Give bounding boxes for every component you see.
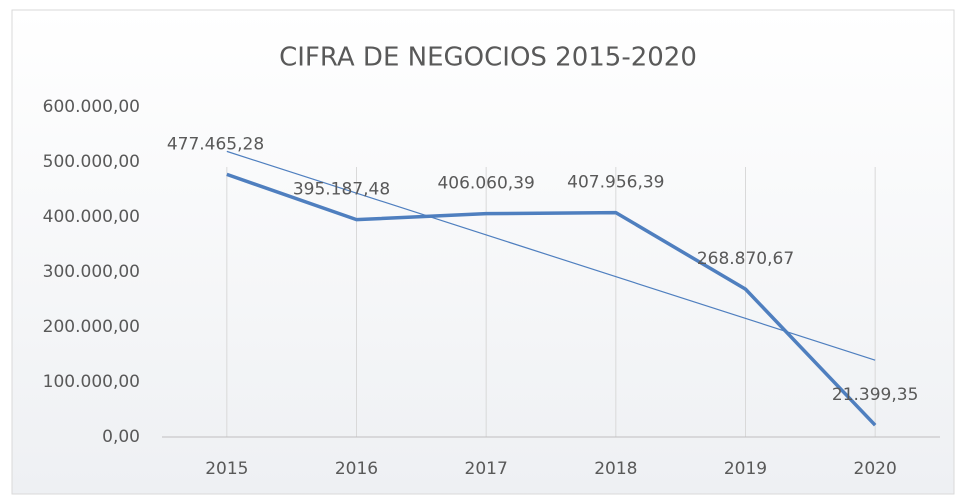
data-label: 406.060,39 bbox=[437, 174, 534, 194]
x-tick-label: 2018 bbox=[594, 459, 637, 479]
data-line bbox=[226, 172, 877, 427]
chart-frame bbox=[11, 9, 955, 495]
x-tick-label: 2019 bbox=[724, 459, 767, 479]
x-tick-label: 2015 bbox=[205, 459, 248, 479]
y-tick-label: 200.000,00 bbox=[43, 317, 140, 337]
x-tick-label: 2016 bbox=[335, 459, 378, 479]
data-label: 477.465,28 bbox=[167, 134, 264, 154]
data-label: 395.187,48 bbox=[293, 180, 390, 200]
x-tick-label: 2017 bbox=[465, 459, 508, 479]
x-tick-label: 2020 bbox=[854, 459, 897, 479]
y-tick-label: 400.000,00 bbox=[43, 207, 140, 227]
y-tick-label: 0,00 bbox=[102, 427, 140, 447]
data-label: 407.956,39 bbox=[567, 173, 664, 193]
chart-title: CIFRA DE NEGOCIOS 2015-2020 bbox=[279, 43, 697, 73]
data-label: 21.399,35 bbox=[832, 385, 919, 405]
data-label: 268.870,67 bbox=[697, 249, 794, 269]
y-tick-label: 100.000,00 bbox=[43, 372, 140, 392]
y-tick-label: 600.000,00 bbox=[43, 97, 140, 117]
y-tick-label: 300.000,00 bbox=[43, 262, 140, 282]
y-tick-label: 500.000,00 bbox=[43, 152, 140, 172]
trendline bbox=[226, 150, 876, 361]
